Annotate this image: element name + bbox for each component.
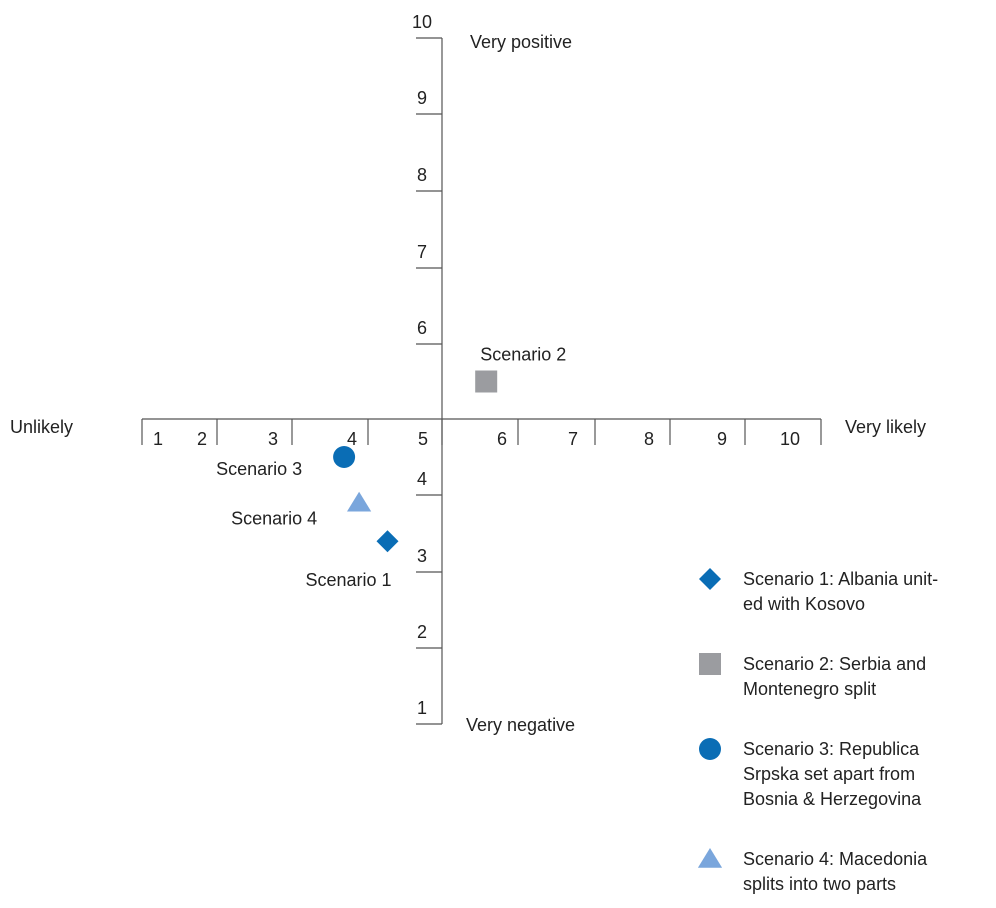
legend-entry: Scenario 1: Albania unit-ed with Kosovo [743, 569, 938, 614]
point-circle [333, 446, 356, 468]
point-label: Scenario 2 [480, 345, 566, 365]
legend-marker-circle [699, 738, 721, 760]
legend-marker-square [699, 653, 721, 675]
y-tick-label: 6 [417, 318, 427, 338]
legend-entry: Scenario 4: Macedonia splits into two par… [743, 849, 928, 894]
y-tick-label: 8 [417, 165, 427, 185]
point-label: Scenario 1 [306, 570, 392, 590]
x-tick-label: 1 [153, 429, 163, 449]
y-tick-label: 2 [417, 622, 427, 642]
y-tick-label: 3 [417, 546, 427, 566]
y-tick-label: 1 [417, 698, 427, 718]
x-tick-label: 10 [780, 429, 800, 449]
legend-marker-diamond [699, 568, 721, 590]
axes [142, 38, 821, 724]
y-axis-min-label: Very negative [466, 715, 575, 735]
point-diamond [376, 530, 399, 553]
point-square [475, 370, 498, 393]
x-tick-label: 5 [418, 429, 428, 449]
y-axis-max-label: Very positive [470, 32, 572, 52]
legend-entry: Scenario 3: Republica Srpska set apart fr… [743, 739, 922, 809]
x-tick-label: 8 [644, 429, 654, 449]
x-tick-label: 6 [497, 429, 507, 449]
y-tick-label: 9 [417, 88, 427, 108]
y-tick-label: 10 [412, 12, 432, 32]
point-label: Scenario 3 [216, 459, 302, 479]
data-points: Scenario 1 Scenario 2 Scenario 3 Scenario 4 [216, 345, 566, 591]
legend-marker-triangle [697, 848, 723, 868]
x-axis-ticks: 1 2 3 4 5 6 7 8 9 10 [141, 419, 822, 449]
point-label: Scenario 4 [231, 509, 317, 529]
x-tick-label: 7 [568, 429, 578, 449]
y-tick-label: 7 [417, 242, 427, 262]
x-axis-min-label: Unlikely [10, 417, 73, 437]
legend: Scenario 1: Albania unit-ed with Kosovo S… [697, 568, 938, 894]
x-tick-label: 4 [347, 429, 357, 449]
x-axis-max-label: Very likely [845, 417, 926, 437]
legend-entry: Scenario 2: Serbia and Montenegro split [743, 654, 926, 699]
point-triangle [347, 491, 372, 512]
x-tick-label: 9 [717, 429, 727, 449]
x-tick-label: 3 [268, 429, 278, 449]
y-axis-ticks: 1 2 3 4 6 7 8 9 10 [412, 12, 442, 725]
y-tick-label: 4 [417, 469, 427, 489]
x-tick-label: 2 [197, 429, 207, 449]
